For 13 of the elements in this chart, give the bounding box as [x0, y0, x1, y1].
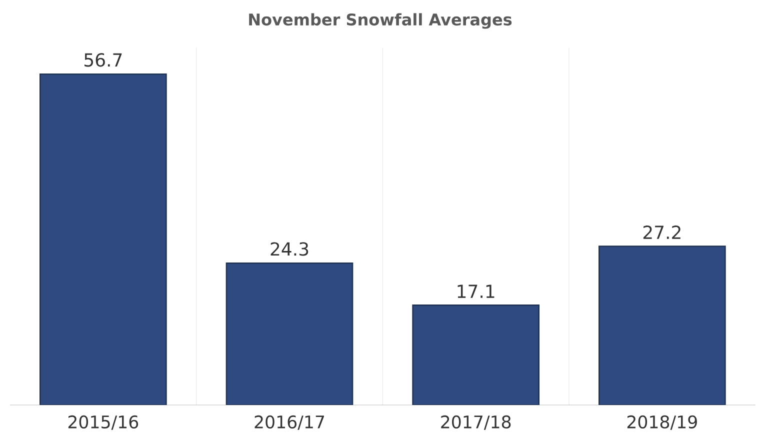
data-label: 56.7 [84, 53, 122, 67]
x-tick-label: 2016/17 [254, 415, 324, 430]
x-tick-label: 2017/18 [441, 415, 511, 430]
x-tick-label: 2015/16 [68, 415, 138, 430]
bar [598, 246, 726, 405]
x-tick-label: 2018/19 [627, 415, 697, 430]
data-label: 24.3 [270, 242, 308, 256]
bar [226, 262, 354, 405]
bar [40, 73, 167, 405]
bar [412, 304, 540, 405]
data-label: 17.1 [458, 284, 494, 298]
data-label: 27.2 [643, 226, 680, 239]
chart-title: November Snowfall Averages [249, 13, 512, 29]
